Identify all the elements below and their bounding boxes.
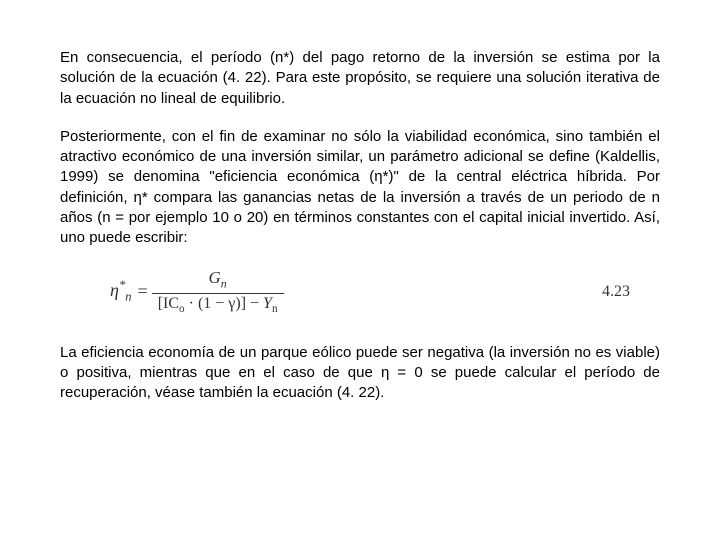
- denom-y: Y: [263, 295, 272, 312]
- numerator-g-sub: n: [221, 277, 227, 291]
- fraction-numerator: Gn: [203, 268, 233, 292]
- paragraph-3: La eficiencia economía de un parque eóli…: [60, 343, 660, 404]
- eta-subscript: n: [125, 290, 131, 304]
- paragraph-1: En consecuencia, el período (n*) del pag…: [60, 48, 660, 109]
- equation-lhs: η*n: [110, 278, 132, 305]
- denom-open: [IC: [158, 295, 179, 312]
- equation-4-23: η*n = Gn [ICo · (1 − γ)] − Yn: [110, 268, 284, 315]
- denom-mid: · (1 − γ)] −: [185, 295, 263, 312]
- equation-fraction: Gn [ICo · (1 − γ)] − Yn: [152, 268, 284, 315]
- denom-y-sub: n: [272, 303, 278, 315]
- equation-number: 4.23: [602, 283, 630, 301]
- paragraph-2: Posteriormente, con el fin de examinar n…: [60, 127, 660, 249]
- equals-sign: =: [138, 281, 148, 302]
- eta-symbol: η: [110, 280, 119, 300]
- equation-block: η*n = Gn [ICo · (1 − γ)] − Yn 4.23: [60, 268, 660, 315]
- numerator-g: G: [209, 268, 221, 287]
- fraction-denominator: [ICo · (1 − γ)] − Yn: [152, 293, 284, 315]
